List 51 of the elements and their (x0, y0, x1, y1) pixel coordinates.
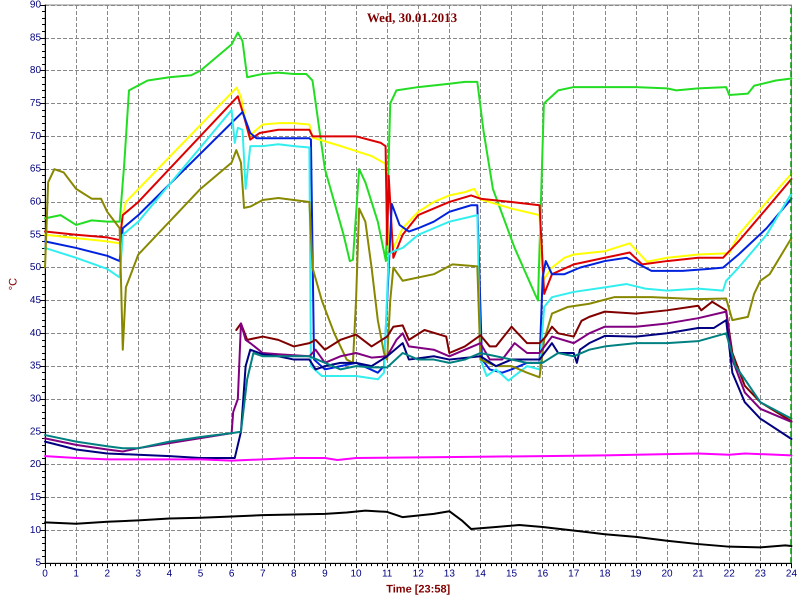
x-tick-label: 0 (42, 568, 48, 580)
line-series (235, 300, 792, 422)
y-tick-label: 10 (30, 524, 42, 536)
x-tick-label: 17 (568, 568, 580, 580)
y-tick-label: 5 (35, 558, 42, 569)
x-tick-label: 3 (136, 568, 142, 580)
x-tick-label: 7 (260, 568, 266, 580)
line-series (44, 32, 792, 302)
y-tick-label: 65 (30, 164, 42, 175)
y-tick-label: 90 (30, 0, 42, 10)
x-tick-label: 11 (382, 568, 393, 580)
y-tick-label: 85 (30, 32, 42, 44)
y-tick-label: 20 (30, 459, 42, 470)
y-tick-label: 70 (30, 130, 42, 142)
y-tick-label: 35 (30, 360, 42, 372)
y-axis-title: °C (8, 278, 20, 290)
line-series (44, 149, 792, 378)
y-tick-label: 75 (30, 98, 42, 109)
y-tick-label: 25 (30, 426, 42, 438)
x-tick-label: 15 (506, 568, 518, 580)
x-tick-label: 8 (291, 568, 298, 580)
x-tick-label: 14 (474, 568, 486, 580)
x-tick-label: 24 (786, 568, 798, 580)
x-tick-label: 1 (73, 568, 80, 580)
x-tick-label: 13 (444, 568, 456, 580)
x-tick-label: 10 (350, 568, 362, 580)
x-tick-label: 16 (537, 568, 549, 580)
y-tick-label: 40 (30, 328, 42, 339)
x-tick-label: 6 (228, 568, 235, 580)
x-axis-title: Time [23:58] (386, 584, 451, 596)
y-tick-label: 80 (30, 65, 42, 76)
x-tick-label: 19 (630, 568, 642, 580)
x-tick-label: 20 (661, 568, 674, 580)
y-tick-label: 45 (30, 294, 42, 306)
x-tick-label: 4 (166, 568, 173, 580)
x-tick-label: 2 (104, 568, 110, 580)
y-tick-label: 15 (30, 492, 42, 503)
y-tick-label: 50 (30, 262, 42, 274)
y-tick-label: 30 (30, 393, 42, 404)
line-series (44, 452, 792, 462)
x-tick-label: 22 (724, 568, 736, 580)
x-tick-label: 18 (599, 568, 611, 580)
line-series (44, 332, 792, 450)
x-tick-label: 23 (754, 568, 766, 580)
y-tick-label: 60 (30, 196, 42, 208)
x-tick-label: 12 (412, 568, 424, 580)
x-tick-label: 5 (198, 568, 204, 580)
x-tick-label: 9 (322, 568, 328, 580)
y-tick-label: 55 (30, 229, 42, 240)
x-tick-label: 21 (692, 568, 704, 580)
chart-title: Wed, 30.01.2013 (366, 10, 458, 25)
